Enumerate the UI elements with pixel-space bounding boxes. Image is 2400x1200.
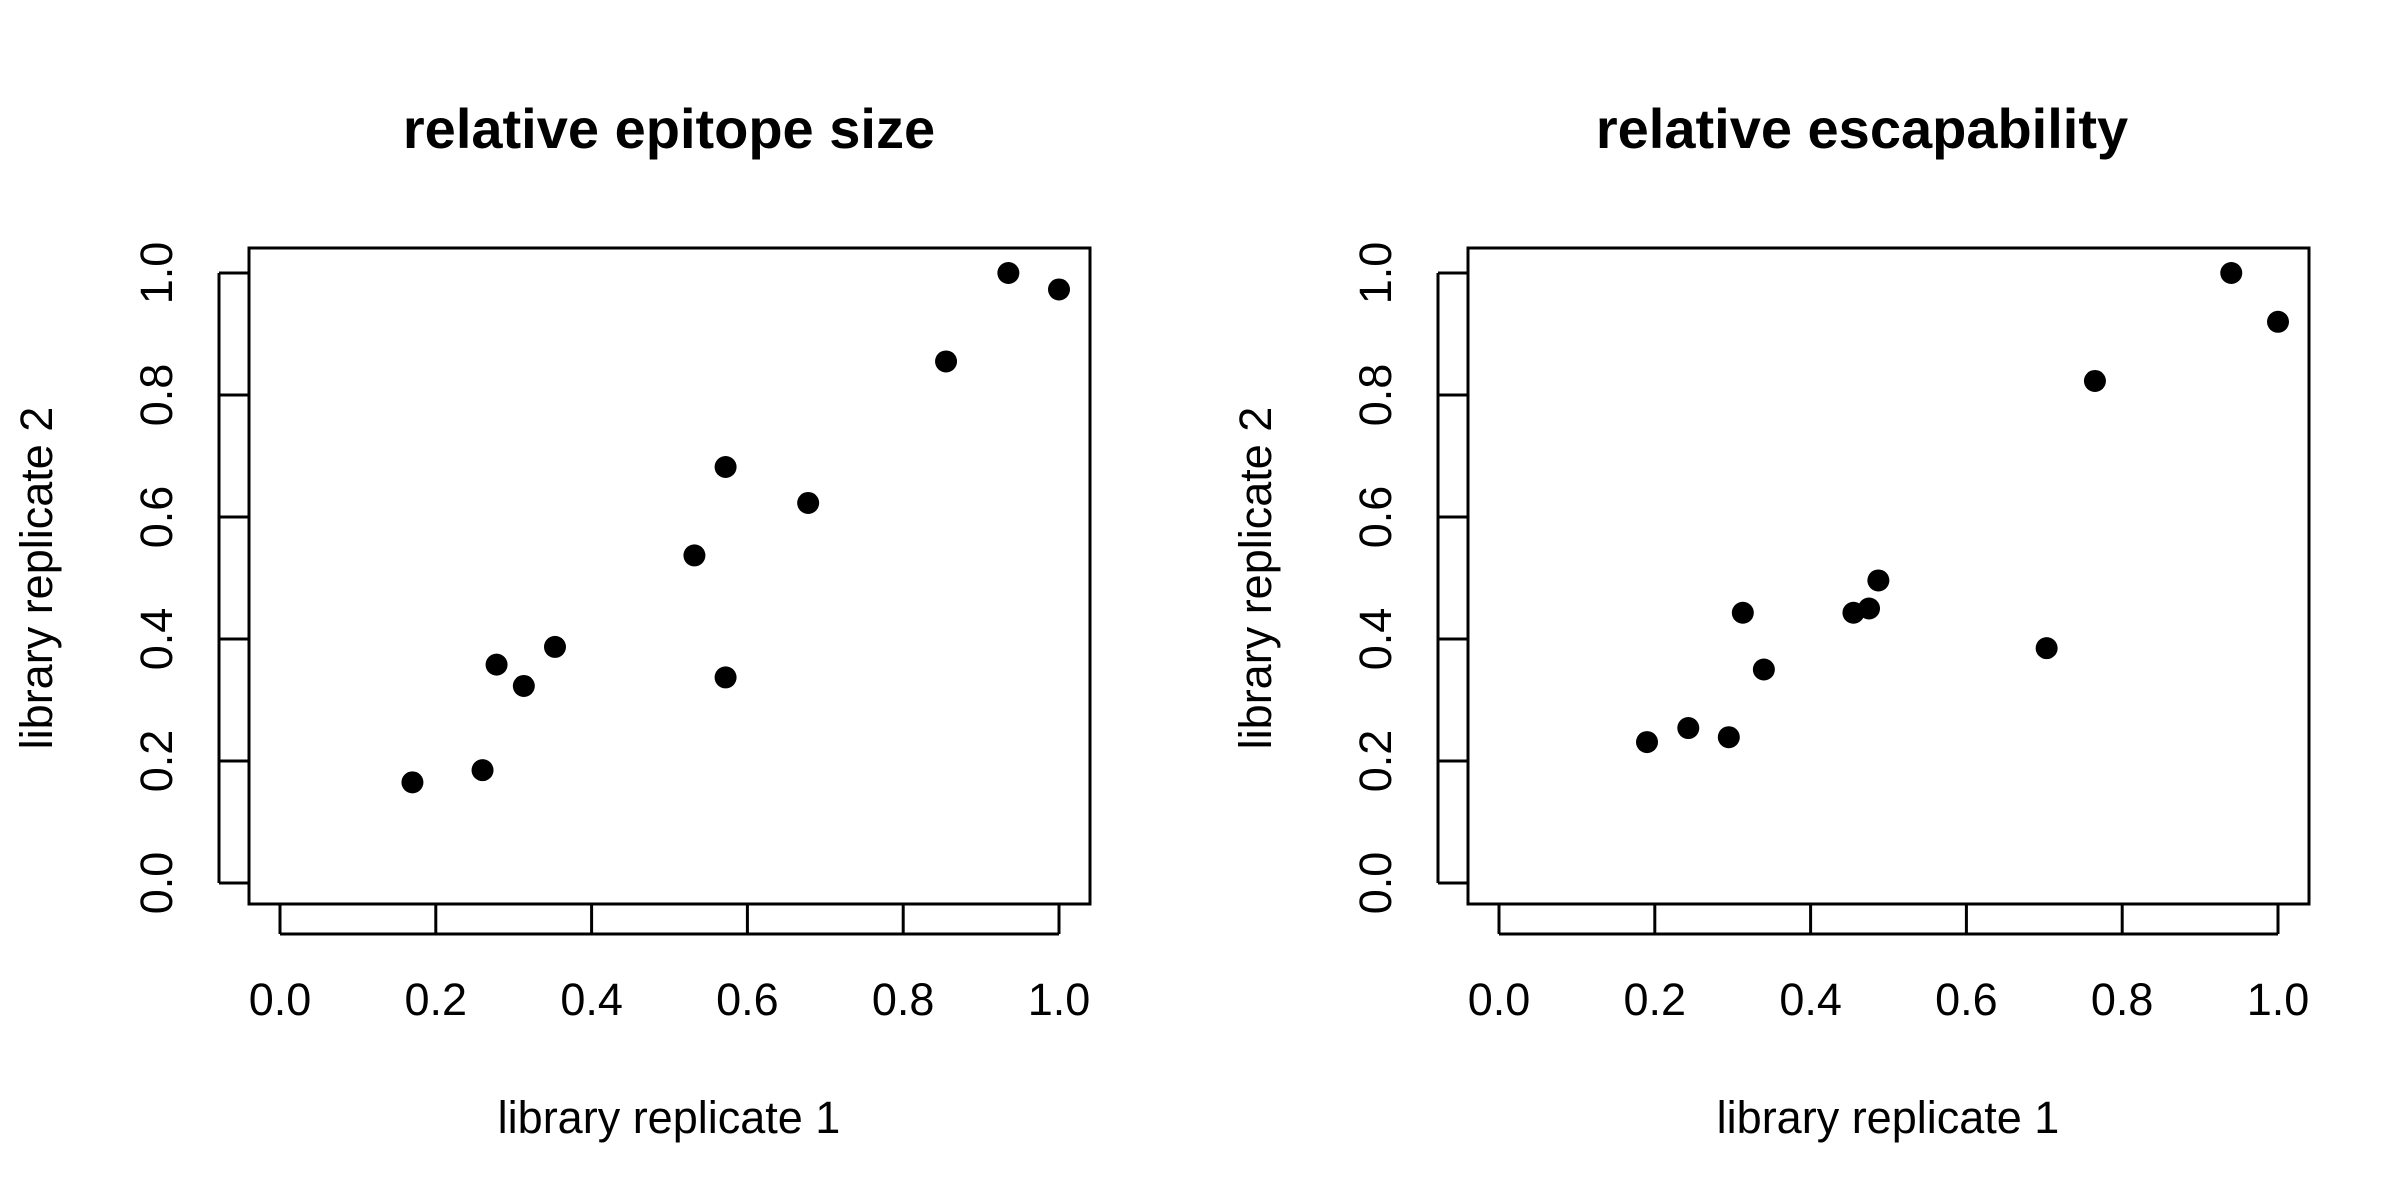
x-tick-label: 1.0 xyxy=(1028,974,1091,1025)
y-tick-label: 1.0 xyxy=(1350,242,1401,305)
panel-epitope-size: relative epitope size 0.0 0.2 0.4 0.6 0.… xyxy=(11,97,1092,1143)
data-point xyxy=(714,666,737,689)
y-tick-label: 0.8 xyxy=(131,364,182,427)
x-axis-label: library replicate 1 xyxy=(498,1092,841,1143)
y-tick-label: 0.0 xyxy=(1350,852,1401,915)
y-tick-label: 0.8 xyxy=(1350,364,1401,427)
data-point xyxy=(2083,369,2106,392)
data-point xyxy=(2267,310,2289,333)
x-tick-label: 0.0 xyxy=(1468,974,1531,1025)
data-point xyxy=(935,350,958,373)
data-point xyxy=(1677,717,1700,740)
x-tick-label: 0.0 xyxy=(249,974,312,1025)
data-point xyxy=(512,674,535,697)
x-tick-label: 0.6 xyxy=(716,974,779,1025)
x-axis: 0.0 0.2 0.4 0.6 0.8 1.0 xyxy=(249,904,1091,1025)
data-point xyxy=(2220,262,2243,284)
data-point xyxy=(683,544,706,567)
y-tick-label: 0.6 xyxy=(131,486,182,549)
x-tick-label: 0.4 xyxy=(1779,974,1842,1025)
y-axis-label: library replicate 2 xyxy=(1230,407,1281,750)
panel-escapability: relative escapability 0.0 0.2 0.4 0.6 0.… xyxy=(1230,97,2311,1143)
data-point xyxy=(997,262,1020,284)
chart-title: relative escapability xyxy=(1596,97,2128,160)
plot-frame xyxy=(1466,246,2311,906)
data-point xyxy=(401,771,424,794)
x-tick-label: 0.2 xyxy=(1624,974,1687,1025)
y-axis-label: library replicate 2 xyxy=(11,407,62,750)
data-point xyxy=(1858,597,1881,620)
x-tick-label: 0.4 xyxy=(560,974,623,1025)
data-point xyxy=(2035,637,2058,660)
data-point xyxy=(1867,569,1890,592)
data-point xyxy=(1752,658,1775,681)
data-point xyxy=(1636,731,1659,754)
data-point xyxy=(797,491,820,514)
x-tick-label: 0.8 xyxy=(872,974,935,1025)
x-tick-label: 0.8 xyxy=(2091,974,2154,1025)
data-point xyxy=(1717,726,1740,749)
data-point xyxy=(543,635,566,658)
y-tick-label: 1.0 xyxy=(131,242,182,305)
y-tick-label: 0.4 xyxy=(131,608,182,671)
y-tick-label: 0.2 xyxy=(1350,730,1401,793)
y-axis: 0.0 0.2 0.4 0.6 0.8 1.0 xyxy=(1350,242,1468,915)
y-tick-label: 0.0 xyxy=(131,852,182,915)
y-tick-label: 0.6 xyxy=(1350,486,1401,549)
x-tick-label: 1.0 xyxy=(2247,974,2310,1025)
data-points xyxy=(1636,262,2289,754)
data-points xyxy=(401,262,1070,794)
y-tick-label: 0.4 xyxy=(1350,608,1401,671)
data-point xyxy=(471,759,494,782)
data-point xyxy=(1048,278,1070,301)
y-axis: 0.0 0.2 0.4 0.6 0.8 1.0 xyxy=(131,242,249,915)
data-point xyxy=(485,653,508,676)
chart-title: relative epitope size xyxy=(403,97,935,160)
x-axis: 0.0 0.2 0.4 0.6 0.8 1.0 xyxy=(1468,904,2310,1025)
data-point xyxy=(1731,601,1754,624)
data-point xyxy=(714,455,737,478)
x-tick-label: 0.6 xyxy=(1935,974,1998,1025)
x-axis-label: library replicate 1 xyxy=(1717,1092,2060,1143)
plot-frame xyxy=(247,246,1092,906)
y-tick-label: 0.2 xyxy=(131,730,182,793)
x-tick-label: 0.2 xyxy=(405,974,468,1025)
